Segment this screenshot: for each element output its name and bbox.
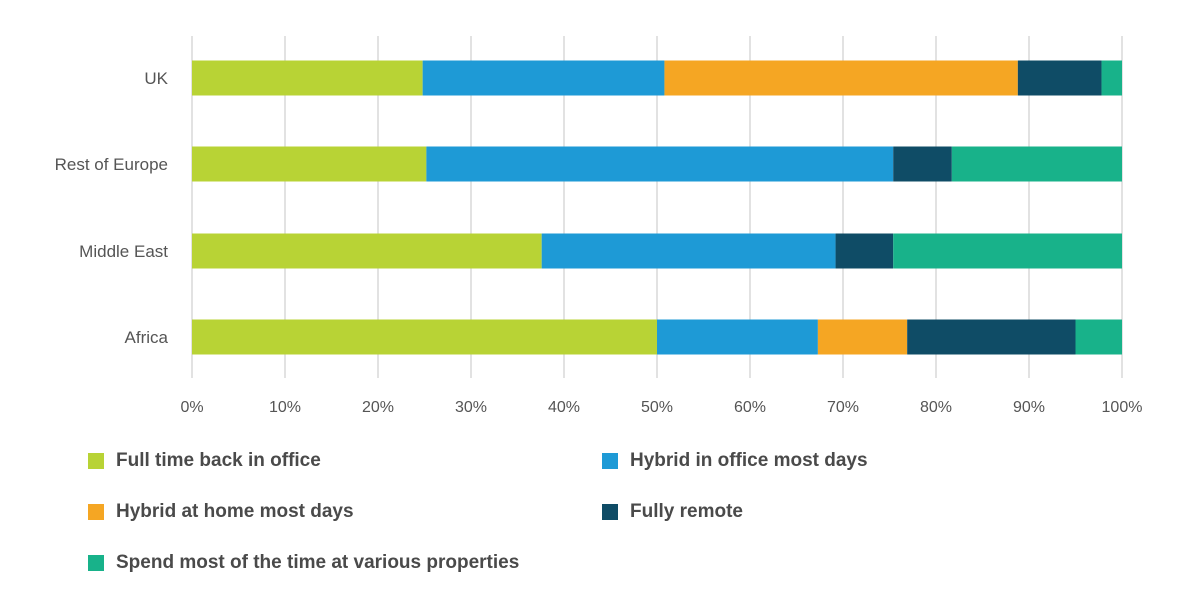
- bar-segment: [893, 233, 1122, 269]
- legend-item-fully-remote: Fully remote: [602, 497, 743, 527]
- category-label: Middle East: [79, 242, 168, 261]
- x-tick-label: 30%: [455, 399, 487, 416]
- bar-segment: [907, 319, 1076, 355]
- x-tick-label: 70%: [827, 399, 859, 416]
- legend-label: Spend most of the time at various proper…: [116, 552, 520, 573]
- x-tick-label: 40%: [548, 399, 580, 416]
- bar-segment: [817, 319, 908, 355]
- legend-swatch: [602, 504, 618, 520]
- bar-segment: [1017, 60, 1102, 96]
- x-tick-label: 50%: [641, 399, 673, 416]
- legend-label: Fully remote: [630, 501, 743, 522]
- bar-segments: [192, 60, 1122, 355]
- legend-swatch: [602, 453, 618, 469]
- bar-segment: [426, 146, 894, 182]
- legend-label: Full time back in office: [116, 450, 321, 471]
- bar-segment: [192, 60, 423, 96]
- bar-segment: [835, 233, 894, 269]
- bar-segment: [657, 319, 818, 355]
- x-tick-label: 80%: [920, 399, 952, 416]
- x-tick-label: 90%: [1013, 399, 1045, 416]
- legend-swatch: [88, 453, 104, 469]
- legend-item-full-time-office: Full time back in office: [88, 446, 321, 476]
- legend-swatch: [88, 504, 104, 520]
- x-tick-label: 10%: [269, 399, 301, 416]
- bar-segment: [893, 146, 952, 182]
- bar-segment: [192, 319, 657, 355]
- chart-legend: Full time back in office Hybrid in offic…: [0, 440, 1183, 596]
- legend-item-various-properties: Spend most of the time at various proper…: [88, 548, 519, 578]
- bar-segment: [422, 60, 665, 96]
- bar-segment: [664, 60, 1018, 96]
- legend-label: Hybrid in office most days: [630, 450, 868, 471]
- bar-segment: [1101, 60, 1122, 96]
- bar-segment: [951, 146, 1122, 182]
- x-tick-label: 20%: [362, 399, 394, 416]
- legend-label: Hybrid at home most days: [116, 501, 354, 522]
- legend-item-hybrid-office: Hybrid in office most days: [602, 446, 868, 476]
- bar-segment: [192, 233, 542, 269]
- bar-segment: [1075, 319, 1122, 355]
- x-tick-label: 60%: [734, 399, 766, 416]
- category-label: Rest of Europe: [55, 155, 168, 174]
- legend-item-hybrid-home: Hybrid at home most days: [88, 497, 354, 527]
- x-tick-label: 0%: [180, 399, 203, 416]
- x-axis-tick-labels: 0% 10% 20% 30% 40% 50% 60% 70% 80% 90% 100%: [180, 399, 1142, 416]
- stacked-bar-chart: UK Rest of Europe Middle East Africa 0% 10% 2…: [55, 36, 1142, 416]
- bar-segment: [192, 146, 427, 182]
- bar-segment: [541, 233, 836, 269]
- category-labels: UK Rest of Europe Middle East Africa: [55, 69, 169, 347]
- category-label: UK: [144, 69, 168, 88]
- legend-swatch: [88, 555, 104, 571]
- category-label: Africa: [125, 328, 169, 347]
- x-tick-label: 100%: [1102, 399, 1143, 416]
